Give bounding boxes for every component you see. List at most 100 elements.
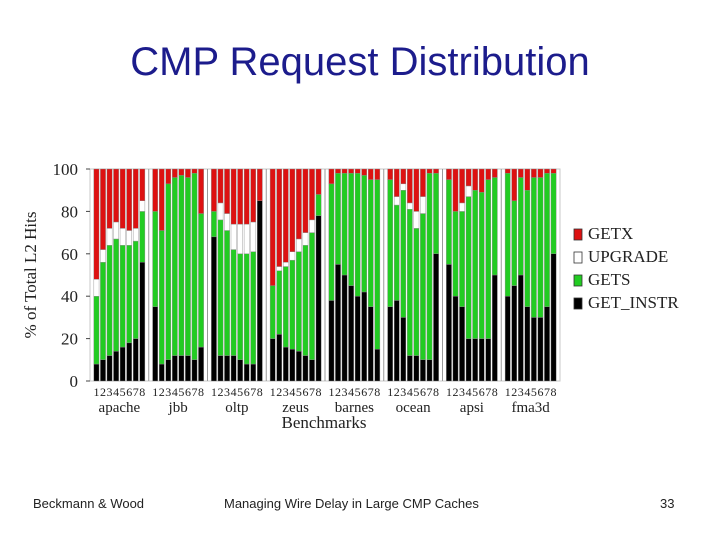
bar-segment-getx-zeus-1	[269, 168, 276, 286]
bar-segment-getx-barnes-8	[374, 168, 381, 180]
bar-segment-get-instr-fma3d-3	[518, 274, 524, 382]
bar-segment-gets-fma3d-4	[524, 190, 531, 307]
bar-segment-upgrade-oltp-3	[224, 213, 230, 231]
configuration-label: 5	[413, 385, 419, 399]
bar-segment-get-instr-ocean-3	[400, 317, 407, 382]
bar-segment-get-instr-zeus-7	[309, 359, 315, 382]
configuration-label: 5	[472, 385, 478, 399]
benchmark-label-oltp: oltp	[225, 400, 248, 416]
y-tick-label: 60	[61, 245, 78, 264]
bar-segment-gets-jbb-8	[198, 213, 204, 348]
bar-segment-upgrade-ocean-2	[393, 196, 400, 206]
configuration-label: 5	[178, 385, 184, 399]
bar-segment-gets-jbb-1	[152, 211, 159, 308]
benchmark-label-fma3d: fma3d	[511, 400, 550, 416]
slide-title: CMP Request Distribution	[130, 40, 590, 84]
configuration-label: 1	[328, 385, 334, 399]
bar-segment-get-instr-apache-8	[139, 262, 146, 382]
bar-segment-get-instr-zeus-1	[269, 338, 276, 382]
configuration-label: 7	[544, 385, 550, 399]
bar-segment-getx-ocean-6	[420, 168, 426, 197]
bar-segment-getx-zeus-7	[309, 168, 315, 221]
configuration-label: 2	[453, 385, 459, 399]
bar-segment-get-instr-fma3d-8	[550, 253, 557, 382]
bar-segment-getx-apache-6	[126, 168, 132, 231]
bar-segment-gets-ocean-2	[393, 204, 400, 301]
benchmark-label-apache: apache	[99, 400, 141, 416]
bar-segment-gets-zeus-4	[289, 259, 296, 350]
configuration-label: 1	[505, 385, 511, 399]
bar-segment-get-instr-apsi-3	[459, 306, 465, 382]
configuration-label: 2	[335, 385, 341, 399]
configuration-label: 1	[270, 385, 276, 399]
configuration-label: 1	[211, 385, 217, 399]
bar-segment-gets-barnes-2	[335, 173, 341, 265]
bar-segment-get-instr-jbb-2	[158, 363, 165, 382]
bar-segment-upgrade-zeus-4	[289, 251, 296, 261]
configuration-label: 5	[120, 385, 126, 399]
bar-segment-getx-apsi-4	[465, 168, 472, 187]
configuration-label: 4	[524, 385, 530, 399]
bar-segment-gets-fma3d-7	[544, 173, 550, 307]
bar-segment-upgrade-oltp-5	[237, 223, 243, 255]
y-tick-label: 40	[61, 287, 78, 306]
bar-segment-getx-barnes-2	[335, 168, 341, 174]
y-tick-label: 20	[61, 330, 78, 349]
footer-author: Beckmann & Wood	[33, 496, 145, 511]
bar-segment-upgrade-ocean-4	[407, 202, 413, 210]
bar-segment-getx-zeus-2	[276, 168, 283, 267]
bar-segment-getx-ocean-3	[400, 168, 407, 185]
bar-segment-upgrade-apache-4	[113, 221, 119, 240]
bar-segment-getx-barnes-3	[341, 168, 348, 174]
configuration-label: 7	[368, 385, 374, 399]
bar-segment-get-instr-ocean-5	[413, 355, 420, 382]
benchmark-label-jbb: jbb	[168, 400, 188, 416]
bar-segment-get-instr-oltp-4	[230, 355, 237, 382]
bar-segment-gets-zeus-2	[276, 270, 283, 335]
configuration-label: 5	[237, 385, 243, 399]
bar-segment-getx-fma3d-5	[531, 168, 537, 178]
bar-segment-gets-jbb-5	[178, 175, 185, 356]
bar-segment-upgrade-apsi-3	[459, 202, 465, 212]
bar-segment-get-instr-barnes-4	[348, 285, 354, 382]
bar-segment-get-instr-zeus-2	[276, 334, 283, 382]
bar-segment-get-instr-barnes-2	[335, 264, 341, 382]
y-tick-label: 0	[70, 372, 79, 391]
configuration-label: 8	[433, 385, 439, 399]
bar-segment-get-instr-fma3d-4	[524, 306, 531, 382]
bar-segment-getx-zeus-3	[283, 168, 289, 263]
bar-segment-get-instr-jbb-8	[198, 346, 204, 382]
configuration-label: 6	[302, 385, 308, 399]
bar-segment-get-instr-apache-3	[106, 355, 113, 382]
bar-segment-upgrade-apache-5	[119, 228, 126, 246]
y-axis-label: % of Total L2 Hits	[21, 212, 40, 339]
configuration-label: 4	[231, 385, 237, 399]
bar-segment-upgrade-zeus-2	[276, 266, 283, 271]
bar-segment-get-instr-barnes-1	[328, 300, 335, 382]
legend-label-upgrade: UPGRADE	[588, 247, 668, 266]
bar-segment-getx-oltp-2	[217, 168, 224, 204]
bar-segment-gets-zeus-8	[315, 194, 322, 216]
bar-segment-getx-fma3d-4	[524, 168, 531, 191]
benchmark-label-apsi: apsi	[460, 400, 484, 416]
benchmark-labels: apache jbb oltp zeus barnes ocean apsi fma3d	[99, 400, 551, 416]
page-number: 33	[660, 496, 675, 511]
configuration-label: 4	[289, 385, 295, 399]
bar-segment-gets-apsi-5	[472, 190, 478, 339]
bar-segment-get-instr-jbb-5	[178, 355, 185, 382]
bar-segment-getx-apsi-6	[478, 168, 485, 193]
bar-segment-getx-apsi-8	[492, 168, 498, 178]
bar-segment-gets-apsi-2	[452, 211, 459, 297]
bar-segment-get-instr-oltp-2	[217, 355, 224, 382]
configuration-label: 2	[511, 385, 517, 399]
bar-segment-getx-apache-5	[119, 168, 126, 229]
configuration-label: 1	[152, 385, 158, 399]
bar-segment-upgrade-zeus-6	[302, 232, 309, 246]
configuration-label: 3	[400, 385, 406, 399]
configuration-label: 7	[309, 385, 315, 399]
y-tick-label: 100	[53, 160, 79, 179]
bar-segment-getx-fma3d-6	[537, 168, 544, 178]
bar-segment-getx-fma3d-3	[518, 168, 524, 178]
bar-segment-getx-apache-2	[100, 168, 106, 250]
